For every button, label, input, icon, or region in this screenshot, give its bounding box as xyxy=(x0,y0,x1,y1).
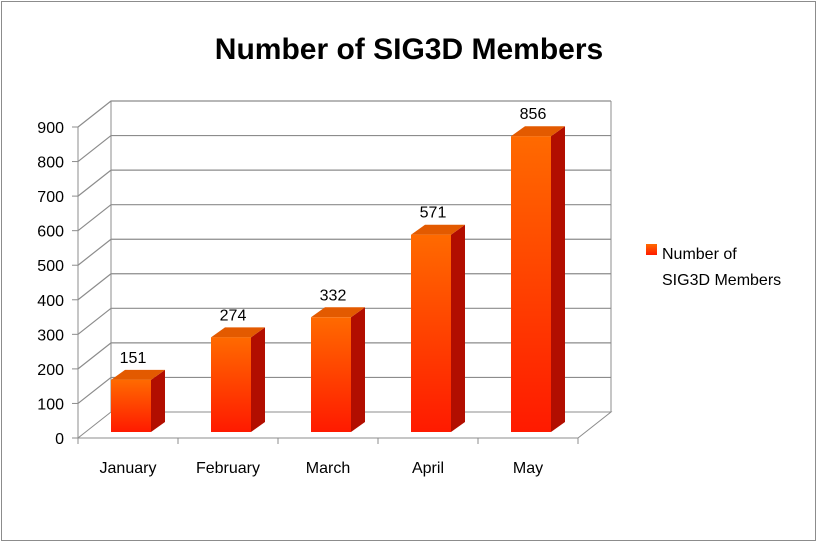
y-tick-label: 200 xyxy=(37,362,64,379)
bar-front xyxy=(411,234,451,432)
y-tick-label: 400 xyxy=(37,293,64,310)
legend-label-line-1: Number of xyxy=(662,246,737,263)
gridline xyxy=(77,204,611,232)
data-label: 856 xyxy=(520,106,547,123)
data-label: 332 xyxy=(320,287,347,304)
x-tick-label: January xyxy=(100,460,157,477)
gridline xyxy=(77,134,611,163)
y-tick-label: 0 xyxy=(55,431,64,448)
bar-side xyxy=(251,327,265,432)
legend-swatch xyxy=(646,244,657,255)
bar xyxy=(211,327,265,432)
y-axis: 0 100 200 300 400 500 600 700 800 900 xyxy=(37,120,79,448)
x-tick-label: May xyxy=(513,460,543,477)
bar-side xyxy=(151,369,165,432)
y-tick-label: 100 xyxy=(37,396,64,413)
y-tick-label: 700 xyxy=(37,189,64,206)
x-axis: January February March April May xyxy=(77,438,579,477)
data-label: 151 xyxy=(120,350,147,367)
legend-label-line-2: SIG3D Members xyxy=(662,272,781,289)
bar-top xyxy=(211,327,265,338)
gridline xyxy=(77,169,611,197)
y-tick-label: 800 xyxy=(37,155,64,172)
data-label: 571 xyxy=(420,205,447,222)
y-tick-label: 500 xyxy=(37,258,64,275)
bar-side xyxy=(451,224,465,432)
bar-side xyxy=(351,307,365,432)
y-tick-label: 300 xyxy=(37,327,64,344)
x-tick-label: April xyxy=(412,460,444,477)
x-tick-label: March xyxy=(306,460,350,477)
bar-top xyxy=(111,369,165,380)
bar-front xyxy=(511,136,551,432)
bar xyxy=(511,126,565,433)
data-labels: 151 274 332 571 856 xyxy=(120,106,547,367)
bar xyxy=(411,224,465,432)
chart-title: Number of SIG3D Members xyxy=(215,33,603,66)
legend: Number of SIG3D Members xyxy=(646,244,781,289)
bars xyxy=(111,126,565,433)
gridline xyxy=(77,100,611,128)
bar-top xyxy=(411,224,465,235)
data-label: 274 xyxy=(220,307,247,324)
y-tick-label: 900 xyxy=(37,120,64,137)
bar-side xyxy=(551,126,565,433)
bar xyxy=(111,369,165,432)
bar-front xyxy=(211,337,251,432)
bar xyxy=(311,307,365,432)
y-tick-label: 600 xyxy=(37,224,64,241)
bar-top xyxy=(511,126,565,137)
bar-front xyxy=(111,379,151,432)
x-tick-label: February xyxy=(196,460,260,477)
bar-front xyxy=(311,317,351,432)
bar-top xyxy=(311,307,365,318)
